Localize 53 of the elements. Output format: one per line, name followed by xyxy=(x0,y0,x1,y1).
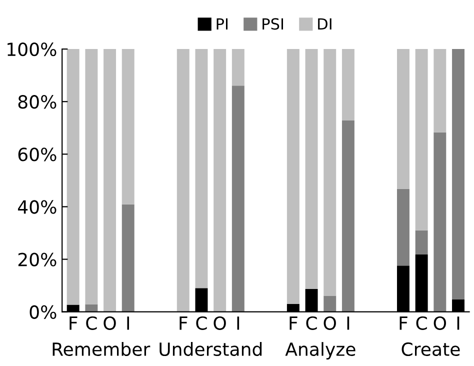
x-tick-label: C xyxy=(196,316,207,330)
bar xyxy=(434,132,446,312)
bar xyxy=(85,49,98,304)
x-tick-label: C xyxy=(416,316,427,330)
bar xyxy=(232,49,244,86)
bar xyxy=(305,49,318,289)
bar xyxy=(66,49,80,305)
x-tick-label: F xyxy=(290,316,298,330)
bar xyxy=(232,86,244,312)
x-tick-label: I xyxy=(237,316,240,330)
x-tick-label: I xyxy=(127,316,130,330)
y-tick-label: 60% xyxy=(18,148,56,162)
bar xyxy=(104,49,116,312)
bar xyxy=(324,296,336,312)
y-tick-label: 100% xyxy=(8,42,56,56)
x-tick-label: O xyxy=(434,316,446,330)
bar xyxy=(415,49,428,230)
y-tick-label: 20% xyxy=(18,252,56,266)
bar xyxy=(415,230,428,255)
x-tick-label: F xyxy=(70,316,78,330)
bar xyxy=(286,49,300,304)
y-tick-label: 80% xyxy=(18,95,56,109)
bar xyxy=(122,49,134,204)
bar xyxy=(396,188,410,266)
bar xyxy=(122,204,134,312)
bar xyxy=(195,49,208,288)
bar xyxy=(342,120,354,312)
x-tick-label: I xyxy=(347,316,350,330)
bar xyxy=(324,49,336,296)
bar xyxy=(452,49,464,300)
bar xyxy=(434,49,446,132)
text: Remember xyxy=(52,342,150,356)
bar xyxy=(396,49,410,189)
y-tick-label: 40% xyxy=(18,200,56,214)
legend-label: DI xyxy=(318,18,332,30)
x-tick-label: O xyxy=(214,316,226,330)
text: Create xyxy=(402,342,460,356)
text: Understand xyxy=(160,342,262,356)
bar xyxy=(85,304,98,312)
x-tick-label: F xyxy=(400,316,408,330)
bar xyxy=(342,49,354,121)
x-tick-label: O xyxy=(324,316,336,330)
bar xyxy=(214,49,226,312)
x-tick-label: O xyxy=(104,316,116,330)
legend-label: PSI xyxy=(262,18,284,30)
bar xyxy=(176,49,190,312)
x-tick-label: I xyxy=(457,316,460,330)
text: Analyze xyxy=(285,342,356,360)
x-tick-label: F xyxy=(180,316,188,330)
legend-label: PI xyxy=(216,18,228,30)
y-tick-label: 0% xyxy=(30,305,56,319)
x-tick-label: C xyxy=(306,316,317,330)
x-tick-label: C xyxy=(86,316,97,330)
